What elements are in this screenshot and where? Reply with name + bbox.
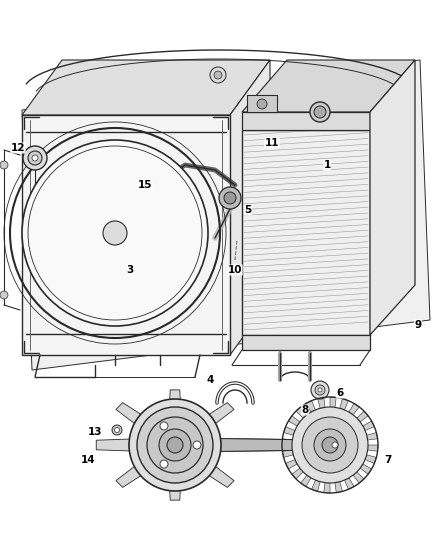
- Circle shape: [332, 442, 338, 448]
- Circle shape: [167, 437, 183, 453]
- Circle shape: [160, 422, 168, 430]
- Polygon shape: [311, 480, 320, 491]
- Circle shape: [159, 429, 191, 461]
- Circle shape: [310, 102, 330, 122]
- Polygon shape: [367, 445, 378, 451]
- Polygon shape: [180, 438, 320, 452]
- Polygon shape: [242, 112, 370, 130]
- Polygon shape: [283, 450, 293, 457]
- Circle shape: [219, 187, 241, 209]
- Circle shape: [0, 161, 8, 169]
- Polygon shape: [335, 482, 343, 492]
- Polygon shape: [242, 335, 370, 350]
- Polygon shape: [96, 439, 144, 451]
- Polygon shape: [116, 456, 157, 487]
- Polygon shape: [296, 407, 307, 418]
- Polygon shape: [193, 456, 234, 487]
- Polygon shape: [306, 401, 315, 412]
- Circle shape: [314, 106, 326, 118]
- Polygon shape: [324, 483, 330, 493]
- Polygon shape: [340, 399, 348, 410]
- Polygon shape: [22, 60, 270, 115]
- Text: 7: 7: [384, 455, 392, 465]
- Circle shape: [322, 437, 338, 453]
- Polygon shape: [116, 402, 157, 434]
- Polygon shape: [247, 95, 277, 112]
- Polygon shape: [230, 60, 270, 355]
- Circle shape: [114, 427, 120, 432]
- Text: 6: 6: [336, 388, 344, 398]
- Circle shape: [129, 399, 221, 491]
- Polygon shape: [206, 439, 254, 451]
- Circle shape: [22, 140, 208, 326]
- Text: 9: 9: [414, 320, 421, 330]
- Circle shape: [160, 460, 168, 468]
- Polygon shape: [318, 398, 325, 408]
- Polygon shape: [353, 472, 364, 483]
- Circle shape: [193, 441, 201, 449]
- Circle shape: [112, 425, 122, 435]
- Polygon shape: [193, 402, 234, 434]
- Polygon shape: [292, 468, 303, 479]
- Circle shape: [137, 407, 213, 483]
- Text: 1: 1: [323, 160, 331, 170]
- Circle shape: [103, 221, 127, 245]
- Circle shape: [0, 291, 8, 299]
- Text: 15: 15: [138, 180, 152, 190]
- Polygon shape: [357, 411, 368, 422]
- Circle shape: [23, 146, 47, 170]
- Polygon shape: [169, 467, 181, 500]
- Polygon shape: [242, 60, 415, 112]
- Polygon shape: [242, 130, 370, 335]
- Circle shape: [210, 67, 226, 83]
- Text: 11: 11: [265, 138, 279, 148]
- Polygon shape: [363, 421, 374, 431]
- Text: 10: 10: [228, 265, 242, 275]
- Polygon shape: [289, 416, 300, 426]
- Text: 3: 3: [127, 265, 134, 275]
- Text: 14: 14: [81, 455, 95, 465]
- Polygon shape: [370, 60, 415, 335]
- Polygon shape: [286, 459, 297, 469]
- Circle shape: [32, 155, 38, 161]
- Text: 12: 12: [11, 143, 25, 153]
- Text: 5: 5: [244, 205, 251, 215]
- Circle shape: [315, 385, 325, 395]
- Text: 4: 4: [206, 375, 214, 385]
- Circle shape: [147, 417, 203, 473]
- Circle shape: [214, 71, 222, 79]
- Circle shape: [318, 388, 322, 392]
- Text: 13: 13: [88, 427, 102, 437]
- Polygon shape: [360, 464, 371, 474]
- Polygon shape: [22, 60, 430, 370]
- Polygon shape: [345, 478, 354, 489]
- Polygon shape: [349, 403, 359, 415]
- Circle shape: [311, 381, 329, 399]
- Polygon shape: [367, 433, 378, 440]
- Polygon shape: [22, 115, 230, 355]
- Circle shape: [224, 192, 236, 204]
- Polygon shape: [330, 397, 336, 407]
- Polygon shape: [284, 426, 295, 435]
- Polygon shape: [365, 455, 376, 463]
- Text: 8: 8: [301, 405, 309, 415]
- Polygon shape: [301, 475, 311, 487]
- Circle shape: [292, 407, 368, 483]
- Circle shape: [257, 99, 267, 109]
- Polygon shape: [282, 439, 292, 445]
- Polygon shape: [169, 390, 181, 423]
- Circle shape: [314, 429, 346, 461]
- Circle shape: [302, 417, 358, 473]
- Circle shape: [28, 151, 42, 165]
